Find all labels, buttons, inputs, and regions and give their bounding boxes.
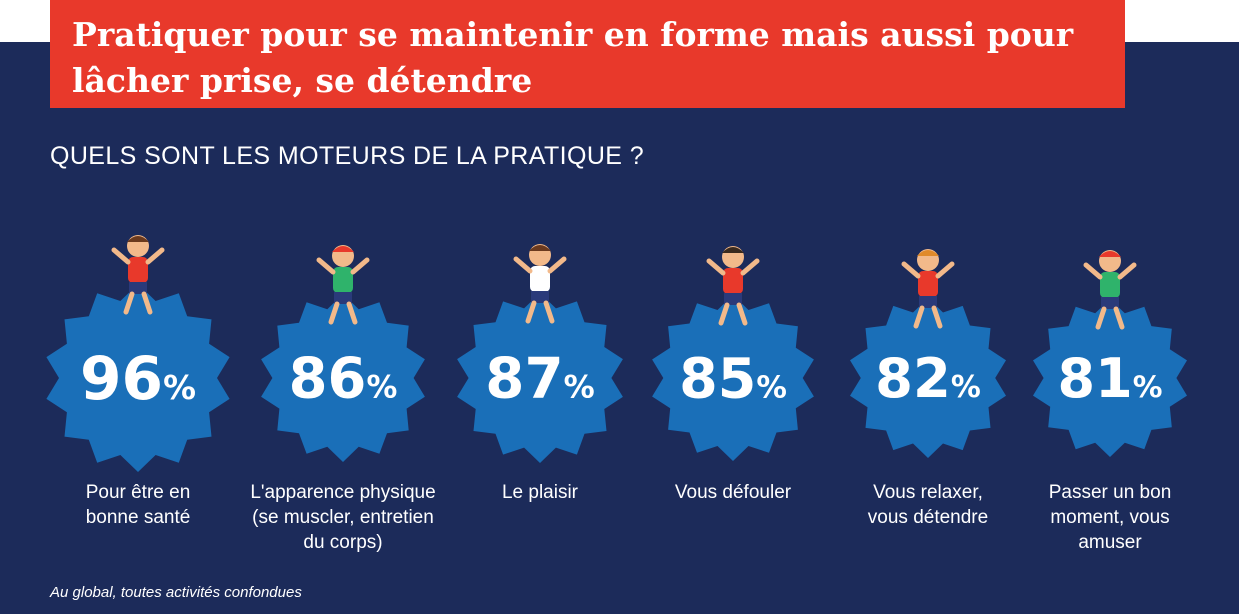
label-line: Pour être en: [85, 482, 191, 503]
label-line: moment, vous: [1050, 507, 1170, 528]
badge-shape: [1033, 299, 1187, 457]
label-line: amuser: [1078, 532, 1142, 553]
category-label-1: Pour être en bonne santé: [23, 480, 253, 530]
badge-3: 87%: [457, 244, 623, 463]
value-label-6: 81%: [1058, 347, 1163, 410]
treadmill-runner-icon: [316, 245, 370, 325]
value-label-3: 87%: [485, 347, 594, 412]
label-line: du corps): [303, 532, 383, 553]
label-line: vous détendre: [867, 507, 989, 528]
exercising-girl-icon: [1083, 250, 1137, 330]
value-label-1: 96%: [80, 345, 196, 414]
label-line: Vous relaxer,: [873, 482, 983, 503]
footnote: Au global, toutes activités confondues: [50, 584, 302, 601]
title-line-1: Pratiquer pour se maintenir en forme mai…: [72, 15, 1074, 54]
badge-6: 81%: [1033, 250, 1187, 457]
category-label-6: Passer un bon moment, vous amuser: [995, 480, 1225, 555]
badge-shape: [652, 295, 814, 461]
value-label-2: 86%: [289, 347, 398, 412]
category-label-3: Le plaisir: [425, 480, 655, 505]
badge-shape: [46, 284, 230, 472]
dumbbell-athlete-icon: [111, 235, 165, 315]
badge-1: 96%: [46, 235, 230, 472]
label-line: bonne santé: [85, 507, 191, 528]
label-line: (se muscler, entretien: [252, 507, 434, 528]
dancing-couple-icon: [513, 244, 567, 324]
category-label-2: L'apparence physique (se muscler, entreti…: [228, 480, 458, 555]
badge-shape: [261, 294, 425, 462]
value-label-5: 82%: [875, 347, 981, 410]
chart-subtitle: QUELS SONT LES MOTEURS DE LA PRATIQUE ?: [50, 142, 644, 170]
label-line: L'apparence physique: [250, 482, 436, 503]
boxer-icon: [706, 246, 760, 326]
badge-4: 85%: [652, 246, 814, 461]
badge-shape: [457, 293, 623, 463]
value-label-4: 85%: [679, 346, 787, 411]
badge-2: 86%: [261, 245, 425, 462]
category-label-4: Vous défouler: [618, 480, 848, 505]
title-banner: Pratiquer pour se maintenir en forme mai…: [50, 0, 1125, 108]
label-line: Passer un bon: [1048, 482, 1172, 503]
badge-shape: [850, 298, 1006, 458]
badge-5: 82%: [850, 249, 1006, 458]
label-line: Vous défouler: [674, 482, 792, 503]
breakdancer-icon: [901, 249, 955, 329]
category-label-5: Vous relaxer, vous détendre: [813, 480, 1043, 530]
title-line-2: lâcher prise, se détendre: [72, 61, 533, 100]
label-line: Le plaisir: [501, 482, 579, 503]
